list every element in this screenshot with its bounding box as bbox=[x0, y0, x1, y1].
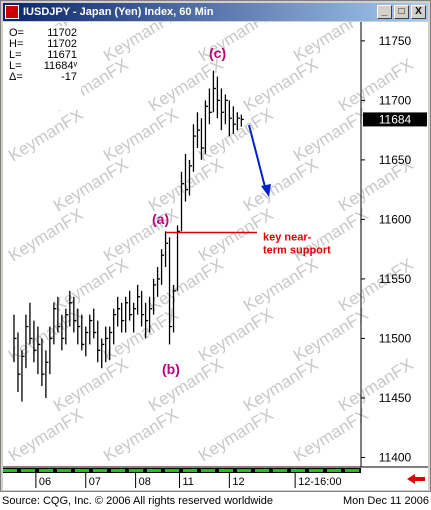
y-tick-label: 11700 bbox=[379, 93, 412, 107]
date-text: Mon Dec 11 2006 bbox=[342, 495, 429, 507]
y-tick-label: 11750 bbox=[379, 34, 412, 48]
title-bar: IUSDJPY - Japan (Yen) Index, 60 Min _ □ … bbox=[3, 3, 428, 21]
window: IUSDJPY - Japan (Yen) Index, 60 Min _ □ … bbox=[0, 0, 431, 492]
window-title: IUSDJPY - Japan (Yen) Index, 60 Min bbox=[23, 6, 214, 18]
info-value: 11702 bbox=[47, 38, 77, 50]
y-tick-label: 11650 bbox=[379, 153, 412, 167]
info-value: 11684ᵛ bbox=[44, 60, 78, 72]
x-tick-label: 12 bbox=[232, 476, 244, 488]
info-box bbox=[7, 26, 81, 110]
y-tick-label: 11400 bbox=[379, 450, 412, 464]
x-tick-label: 11 bbox=[182, 476, 193, 488]
info-label: L= bbox=[9, 49, 22, 61]
support-label: term support bbox=[263, 245, 331, 257]
last-price-box bbox=[363, 112, 427, 127]
info-label: H= bbox=[9, 38, 23, 50]
source-text: Source: CQG, Inc. © 2006 All rights rese… bbox=[2, 495, 273, 507]
info-value: -17 bbox=[61, 71, 77, 83]
x-tick-label: 07 bbox=[89, 476, 101, 488]
forecast-arrow bbox=[248, 124, 266, 188]
last-price-label: 11684 bbox=[379, 112, 412, 126]
x-tick-label: 08 bbox=[139, 476, 151, 488]
info-value: 11671 bbox=[47, 49, 77, 61]
x-tick-label: 12-16:00 bbox=[298, 476, 341, 488]
window-icon bbox=[5, 5, 19, 19]
forecast-arrowhead bbox=[261, 184, 271, 197]
close-button[interactable]: X bbox=[411, 5, 426, 19]
y-tick-label: 11600 bbox=[379, 212, 412, 226]
info-label: L= bbox=[9, 60, 22, 72]
y-tick-label: 11450 bbox=[379, 391, 412, 405]
wave-label: (b) bbox=[162, 361, 180, 377]
wave-label: (a) bbox=[152, 211, 169, 227]
info-label: O= bbox=[9, 27, 24, 39]
info-label: Δ= bbox=[9, 71, 23, 83]
wave-label: (c) bbox=[209, 45, 226, 61]
footer: Source: CQG, Inc. © 2006 All rights rese… bbox=[0, 492, 431, 510]
minimize-button[interactable]: _ bbox=[377, 5, 392, 19]
x-tick-label: 06 bbox=[39, 476, 51, 488]
session-strip bbox=[3, 468, 361, 473]
y-tick-label: 11550 bbox=[379, 272, 412, 286]
y-tick-label: 11500 bbox=[379, 331, 412, 345]
info-value: 11702 bbox=[47, 27, 77, 39]
maximize-button[interactable]: □ bbox=[394, 5, 409, 19]
support-label: key near- bbox=[263, 232, 312, 244]
scroll-arrow[interactable] bbox=[407, 474, 425, 484]
